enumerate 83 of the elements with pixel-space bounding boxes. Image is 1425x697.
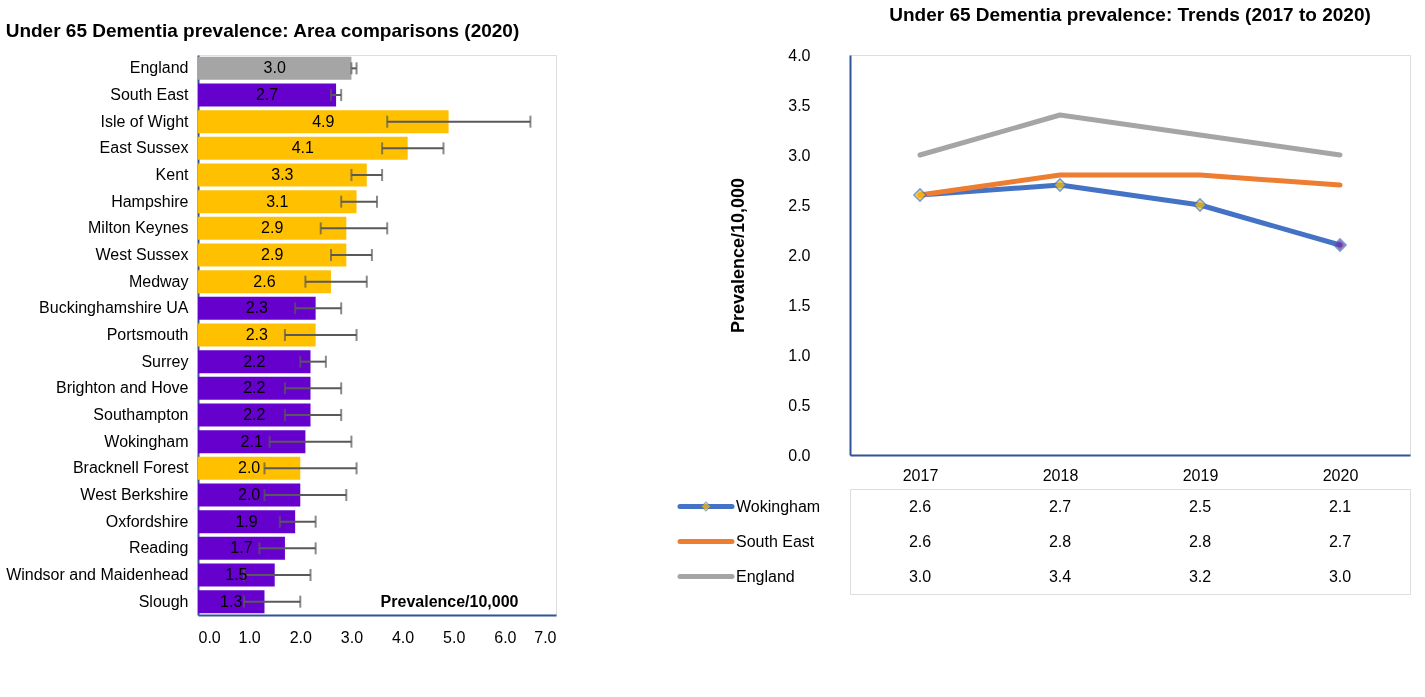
data-label: 2.2 [243, 406, 266, 423]
x-tick-label: 3.0 [340, 628, 364, 646]
y-tick-label: 3.0 [788, 146, 811, 164]
data-label: 3.3 [271, 166, 294, 183]
data-label: 1.5 [225, 566, 248, 583]
data-label: 1.9 [235, 512, 258, 530]
x-tick-label: 2019 [1182, 466, 1219, 484]
y-tick-label: Buckinghamshire UA [39, 299, 189, 317]
x-tick-label: 2018 [1042, 466, 1079, 484]
data-label: 4.9 [312, 112, 335, 130]
y-tick-label: Kent [155, 166, 190, 183]
y-tick-label: Isle of Wight [100, 112, 190, 130]
y-tick-label: 0.0 [788, 446, 811, 464]
point [1333, 238, 1347, 252]
y-tick-label: Oxfordshire [105, 512, 189, 530]
data-label: 1.3 [220, 592, 243, 610]
x-axis-title: Prevalence/10,000 [380, 592, 519, 610]
data-label: 3.4 [1048, 567, 1072, 585]
y-tick-label: Wokingham [104, 432, 189, 450]
y-tick-label: England [129, 59, 189, 77]
data-label: 2.3 [245, 299, 269, 317]
data-label: 2.9 [261, 246, 284, 263]
point [1053, 178, 1067, 192]
data-label: 2.6 [253, 272, 276, 290]
data-label: 2.2 [243, 379, 266, 397]
chart-title: Under 65 Dementia prevalence: Area comparisons (2020) [5, 20, 520, 41]
data-label: 4.1 [291, 139, 315, 157]
y-tick-label: 0.5 [788, 396, 811, 414]
data-label: 1.7 [230, 539, 253, 557]
y-tick-label: 1.0 [788, 346, 811, 364]
data-label: 2.7 [255, 86, 279, 103]
y-tick-label: Hampshire [111, 192, 189, 210]
y-tick-label: South East [110, 86, 190, 103]
x-tick-label: 6.0 [494, 628, 517, 646]
y-tick-label: Brighton and Hove [55, 379, 189, 397]
y-tick-label: West Berkshire [80, 486, 189, 503]
data-label: 3.0 [263, 59, 286, 77]
y-tick-label: Slough [138, 592, 189, 610]
y-tick-label: 2.0 [788, 246, 811, 264]
y-tick-label: 3.5 [788, 96, 811, 114]
data-label: 3.0 [1328, 567, 1352, 585]
y-axis-title: Prevalence/10,000 [728, 177, 749, 334]
x-tick-label: 5.0 [443, 628, 466, 646]
data-label: 2.1 [240, 432, 263, 450]
x-tick-label: 4.0 [391, 628, 415, 646]
y-tick-label: West Sussex [95, 246, 189, 263]
y-tick-label: Surrey [141, 352, 189, 370]
x-tick-label: 2.0 [289, 628, 312, 646]
y-tick-label: 4.0 [788, 46, 811, 64]
data-label: 2.6 [908, 532, 932, 550]
y-tick-label: Medway [128, 272, 189, 290]
x-tick-label: 2017 [902, 466, 939, 484]
data-label: 2.7 [1328, 532, 1352, 550]
data-label: 2.1 [1328, 497, 1352, 515]
data-label: 3.2 [1188, 567, 1212, 585]
x-tick-label: 0.0 [198, 628, 221, 646]
y-tick-label: Reading [128, 539, 189, 557]
data-label: 2.5 [1188, 497, 1212, 515]
y-tick-label: 2.5 [788, 196, 811, 214]
point [1193, 198, 1207, 212]
data-label: 3.0 [908, 567, 932, 585]
point [913, 188, 927, 202]
y-tick-label: Bracknell Forest [72, 459, 190, 477]
y-tick-label: Portsmouth [106, 326, 189, 343]
data-label: 3.1 [266, 192, 289, 210]
y-tick-label: Windsor and Maidenhead [6, 566, 189, 583]
data-label: 2.0 [238, 486, 261, 503]
y-tick-label: 1.5 [788, 296, 811, 314]
x-tick-label: 2020 [1322, 466, 1359, 484]
legend-label: England [736, 567, 795, 585]
data-label: 2.3 [245, 326, 269, 343]
data-label: 2.8 [1048, 532, 1072, 550]
x-tick-label: 1.0 [238, 628, 261, 646]
chart-title: Under 65 Dementia prevalence: Trends (2017 to 2020) [889, 4, 1371, 25]
data-label: 2.6 [908, 497, 932, 515]
y-tick-label: Milton Keynes [88, 219, 189, 237]
data-label: 2.8 [1188, 532, 1212, 550]
data-label: 2.2 [243, 352, 266, 370]
x-tick-label: 7.0 [534, 628, 557, 646]
y-tick-label: Southampton [93, 406, 189, 423]
data-label: 2.9 [261, 219, 284, 237]
data-label: 2.7 [1048, 497, 1072, 515]
y-tick-label: East Sussex [99, 139, 189, 157]
